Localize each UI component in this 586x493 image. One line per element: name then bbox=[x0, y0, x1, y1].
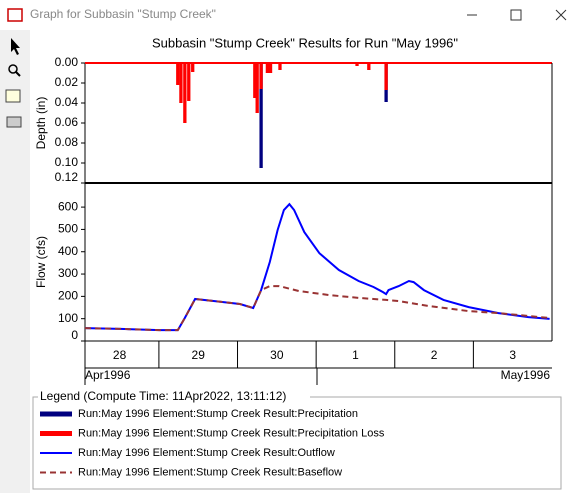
y-tick-label: 200 bbox=[58, 289, 78, 303]
legend-label: Run:May 1996 Element:Stump Creek Result:… bbox=[78, 427, 385, 439]
toolbar bbox=[0, 30, 30, 493]
y-tick-label: 0.06 bbox=[55, 115, 79, 129]
series-line bbox=[84, 202, 550, 332]
bar bbox=[265, 63, 270, 73]
legend-label: Run:May 1996 Element:Stump Creek Result:… bbox=[78, 466, 342, 478]
bar bbox=[191, 63, 195, 72]
legend-title-bg bbox=[38, 390, 310, 404]
title-bar bbox=[0, 0, 586, 30]
app-icon bbox=[7, 8, 23, 22]
legend-title: Legend (Compute Time: 11Apr2022, 13:11:1… bbox=[40, 389, 286, 403]
bar bbox=[367, 63, 371, 70]
y-tick-label: 0.04 bbox=[55, 95, 79, 109]
bar bbox=[384, 63, 388, 90]
zoom-tool[interactable] bbox=[8, 64, 18, 74]
y-axis-label: Flow (cfs) bbox=[34, 236, 48, 288]
y-tick-label: 100 bbox=[58, 311, 78, 325]
x-tick-label: 29 bbox=[192, 348, 206, 362]
zoom-handle bbox=[15, 71, 21, 77]
y-tick-label: 300 bbox=[58, 266, 78, 280]
legend-label: Run:May 1996 Element:Stump Creek Result:… bbox=[78, 408, 358, 420]
bar bbox=[183, 63, 187, 123]
print-tool[interactable] bbox=[6, 116, 22, 128]
bar bbox=[187, 63, 191, 101]
bar bbox=[176, 63, 180, 85]
series-line bbox=[84, 285, 550, 332]
bar bbox=[278, 63, 282, 70]
y-tick-label: 0.12 bbox=[55, 170, 79, 184]
x-tick-label: 3 bbox=[509, 348, 516, 362]
y-tick-label: 400 bbox=[58, 244, 78, 258]
x-tick-label: 30 bbox=[270, 348, 284, 362]
month-label: May1996 bbox=[501, 368, 551, 382]
x-tick-label: 28 bbox=[113, 348, 127, 362]
select-tool[interactable] bbox=[11, 38, 20, 55]
y-tick-label: 600 bbox=[58, 199, 78, 213]
y-tick-label: 0.10 bbox=[55, 155, 79, 169]
bar bbox=[259, 63, 263, 89]
x-tick-label: 2 bbox=[431, 348, 438, 362]
legend-label: Run:May 1996 Element:Stump Creek Result:… bbox=[78, 447, 335, 459]
bar bbox=[259, 63, 263, 168]
bar bbox=[255, 63, 259, 113]
bar bbox=[355, 63, 359, 66]
x-tick-label: 1 bbox=[352, 348, 359, 362]
y-tick-label: 500 bbox=[58, 222, 78, 236]
bar bbox=[268, 63, 273, 73]
bar bbox=[179, 63, 183, 103]
month-label: Apr1996 bbox=[85, 368, 131, 382]
y-tick-label: 0 bbox=[71, 328, 78, 342]
window-title: Graph for Subbasin "Stump Creek" bbox=[30, 7, 216, 21]
chart-title: Subbasin "Stump Creek" Results for Run "… bbox=[152, 35, 458, 50]
close-button[interactable] bbox=[555, 9, 567, 21]
bar bbox=[253, 63, 257, 98]
y-axis-label: Depth (in) bbox=[34, 97, 48, 150]
maximize-button[interactable] bbox=[510, 9, 522, 21]
y-tick-label: 0.00 bbox=[55, 55, 79, 69]
y-tick-label: 0.08 bbox=[55, 135, 79, 149]
y-tick-label: 0.02 bbox=[55, 75, 79, 89]
properties-tool[interactable] bbox=[5, 89, 21, 103]
